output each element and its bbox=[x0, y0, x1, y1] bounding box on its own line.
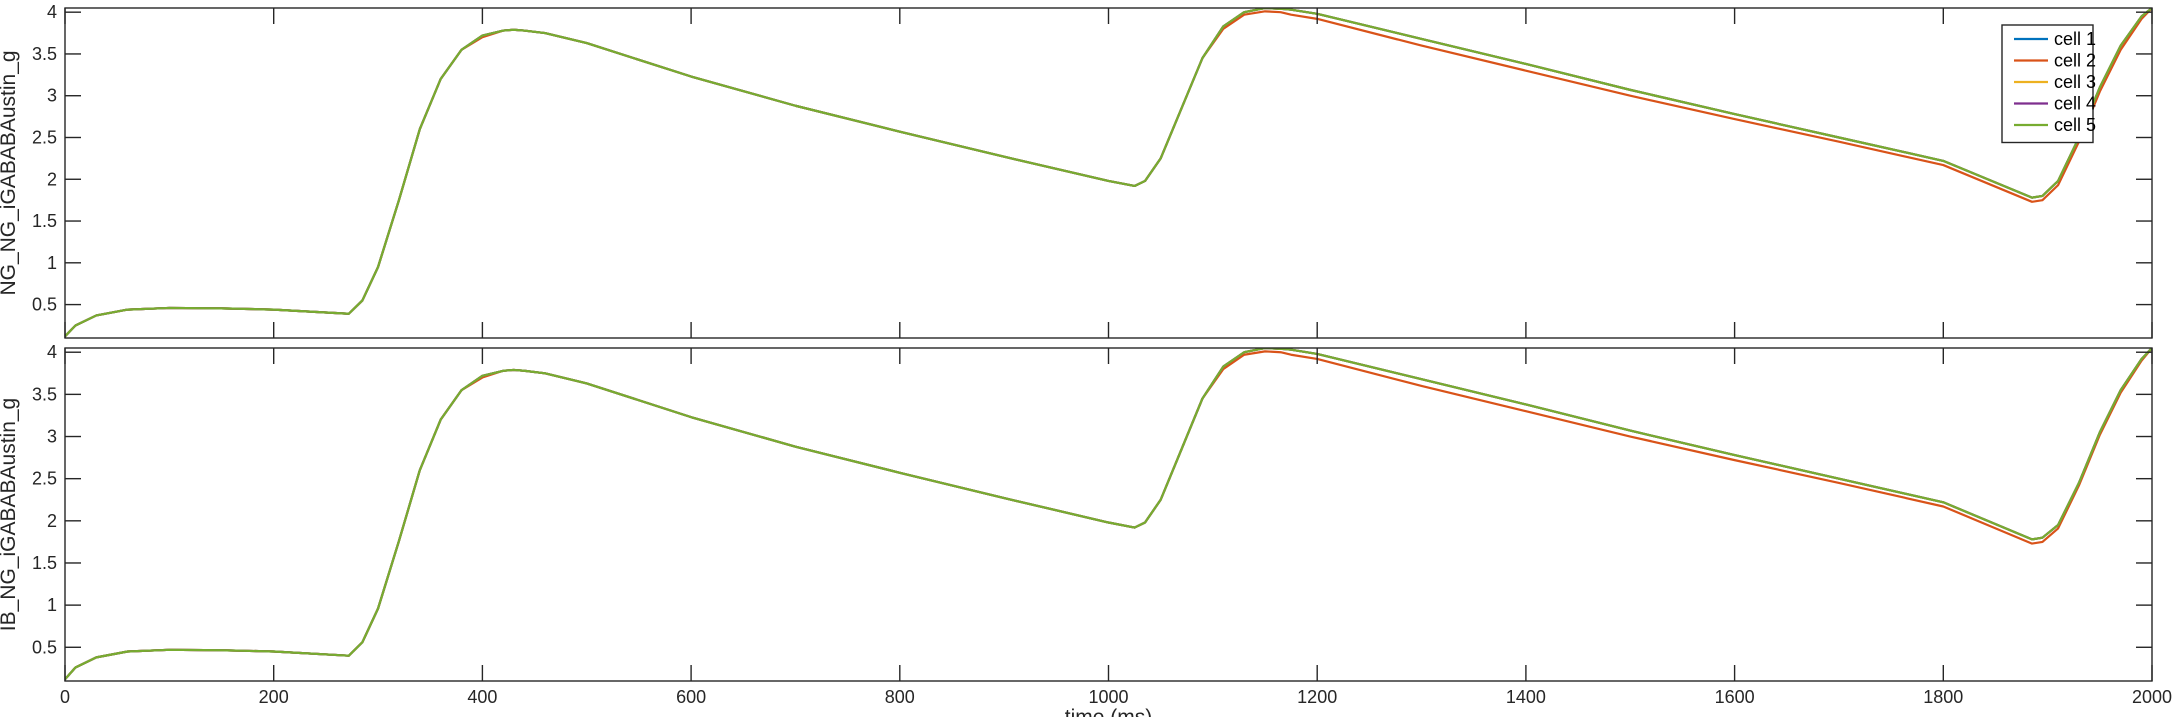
legend-label-cell-5: cell 5 bbox=[2054, 115, 2096, 135]
x-tick-label: 400 bbox=[467, 687, 497, 707]
y-tick-label: 1.5 bbox=[32, 553, 57, 573]
legend-box bbox=[2001, 24, 2094, 144]
y-tick-label: 2 bbox=[47, 511, 57, 531]
series-line-cell-5 bbox=[65, 8, 2152, 338]
x-tick-label: 1600 bbox=[1715, 687, 1755, 707]
panel-2: 0 200 400 600 800 1000 1200 1400 1600 1800 2000 0.5… bbox=[0, 342, 2172, 717]
x-axis-label: time (ms) bbox=[1065, 706, 1153, 717]
y-tick-label: 2.5 bbox=[32, 469, 57, 489]
y-tick-label: 2.5 bbox=[32, 127, 57, 147]
series-group bbox=[65, 348, 2152, 681]
legend-label-cell-1: cell 1 bbox=[2054, 29, 2096, 49]
series-line-cell-2 bbox=[65, 8, 2152, 338]
series-line-cell-2 bbox=[65, 348, 2152, 681]
x-tick-label: 600 bbox=[676, 687, 706, 707]
axes-box bbox=[64, 7, 2153, 339]
y-tick-label: 4 bbox=[47, 342, 57, 362]
y-tick-label: 1 bbox=[47, 595, 57, 615]
x-tick-label: 1400 bbox=[1506, 687, 1546, 707]
series-line-cell-3 bbox=[65, 348, 2152, 681]
y-tick-label: 3.5 bbox=[32, 384, 57, 404]
y-tick-label: 1 bbox=[47, 253, 57, 273]
x-tick-label: 800 bbox=[885, 687, 915, 707]
panel-1: 0.5 1 1.5 2 2.5 3 3.5 4 NG_NG_iGABABAustin_g cell… bbox=[0, 2, 2153, 339]
y-axis-label: NG_NG_iGABABAustin_g bbox=[0, 50, 20, 295]
y-tick-label: 0.5 bbox=[32, 295, 57, 315]
series-line-cell-1 bbox=[65, 8, 2152, 338]
series-line-cell-4 bbox=[65, 348, 2152, 681]
x-tick-label: 0 bbox=[60, 687, 70, 707]
x-tick-label: 1800 bbox=[1923, 687, 1963, 707]
series-line-cell-3 bbox=[65, 8, 2152, 338]
y-tick-label: 4 bbox=[47, 2, 57, 22]
legend-label-cell-4: cell 4 bbox=[2054, 94, 2096, 114]
x-tick-label: 200 bbox=[259, 687, 289, 707]
legend-label-cell-3: cell 3 bbox=[2054, 72, 2096, 92]
series-group bbox=[65, 8, 2152, 338]
series-line-cell-4 bbox=[65, 8, 2152, 338]
y-tick-label: 0.5 bbox=[32, 637, 57, 657]
legend-label-cell-2: cell 2 bbox=[2054, 51, 2096, 71]
y-tick-label: 3 bbox=[47, 427, 57, 447]
x-tick-label: 2000 bbox=[2132, 687, 2172, 707]
y-tick-label: 3.5 bbox=[32, 44, 57, 64]
axes-box bbox=[64, 347, 2153, 682]
y-tick-label: 1.5 bbox=[32, 211, 57, 231]
y-axis-label: IB_NG_iGABABAustin_g bbox=[0, 398, 20, 631]
series-line-cell-1 bbox=[65, 348, 2152, 681]
x-tick-label: 1200 bbox=[1297, 687, 1337, 707]
y-tick-label: 3 bbox=[47, 86, 57, 106]
x-tick-label: 1000 bbox=[1088, 687, 1128, 707]
y-tick-label: 2 bbox=[47, 169, 57, 189]
series-line-cell-5 bbox=[65, 348, 2152, 681]
